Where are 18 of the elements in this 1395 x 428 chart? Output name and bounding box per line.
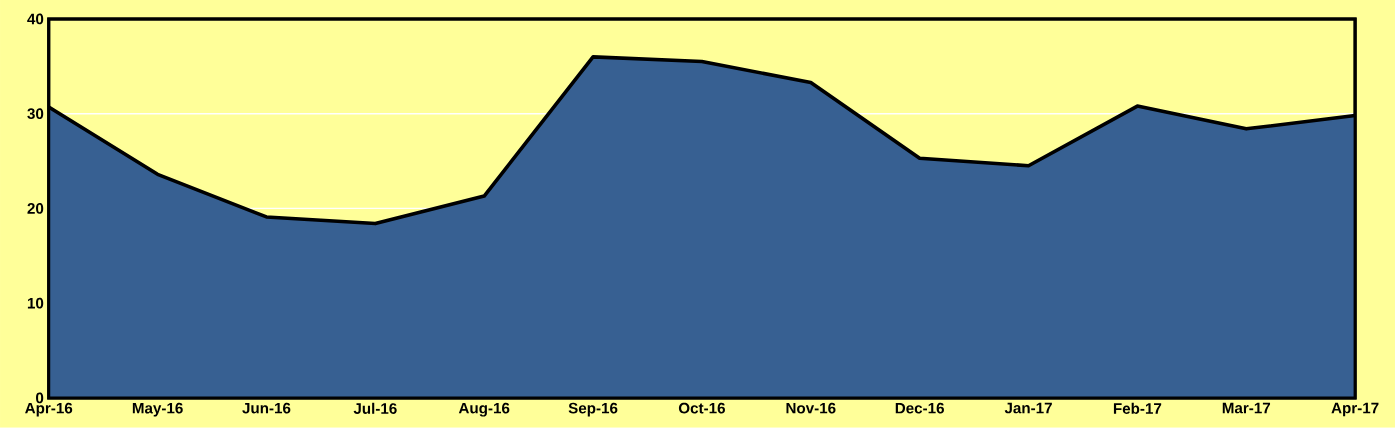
x-tick-label: Feb-17: [1113, 402, 1162, 415]
x-tick-label: Apr-17: [1331, 402, 1379, 417]
x-tick-label: Sep-16: [568, 402, 618, 417]
x-tick-label: Jan-17: [1004, 402, 1052, 414]
y-tick-label: 10: [27, 297, 44, 309]
x-tick-label: Jul-16: [353, 402, 397, 415]
x-tick-label: May-16: [132, 402, 183, 417]
y-tick-label: 40: [27, 13, 44, 25]
y-tick-label: 20: [27, 203, 44, 214]
y-tick-label: 0: [36, 392, 44, 404]
x-tick-label: Aug-16: [458, 402, 510, 417]
x-tick-label: Jun-16: [242, 402, 291, 414]
y-tick-label: 30: [27, 108, 44, 120]
x-tick-label: Mar-17: [1222, 402, 1271, 414]
x-tick-label: Dec-16: [895, 402, 944, 414]
x-tick-label: Nov-16: [786, 402, 836, 414]
x-tick-label: Oct-16: [678, 402, 725, 414]
x-tick-label: Apr-16: [25, 402, 73, 417]
